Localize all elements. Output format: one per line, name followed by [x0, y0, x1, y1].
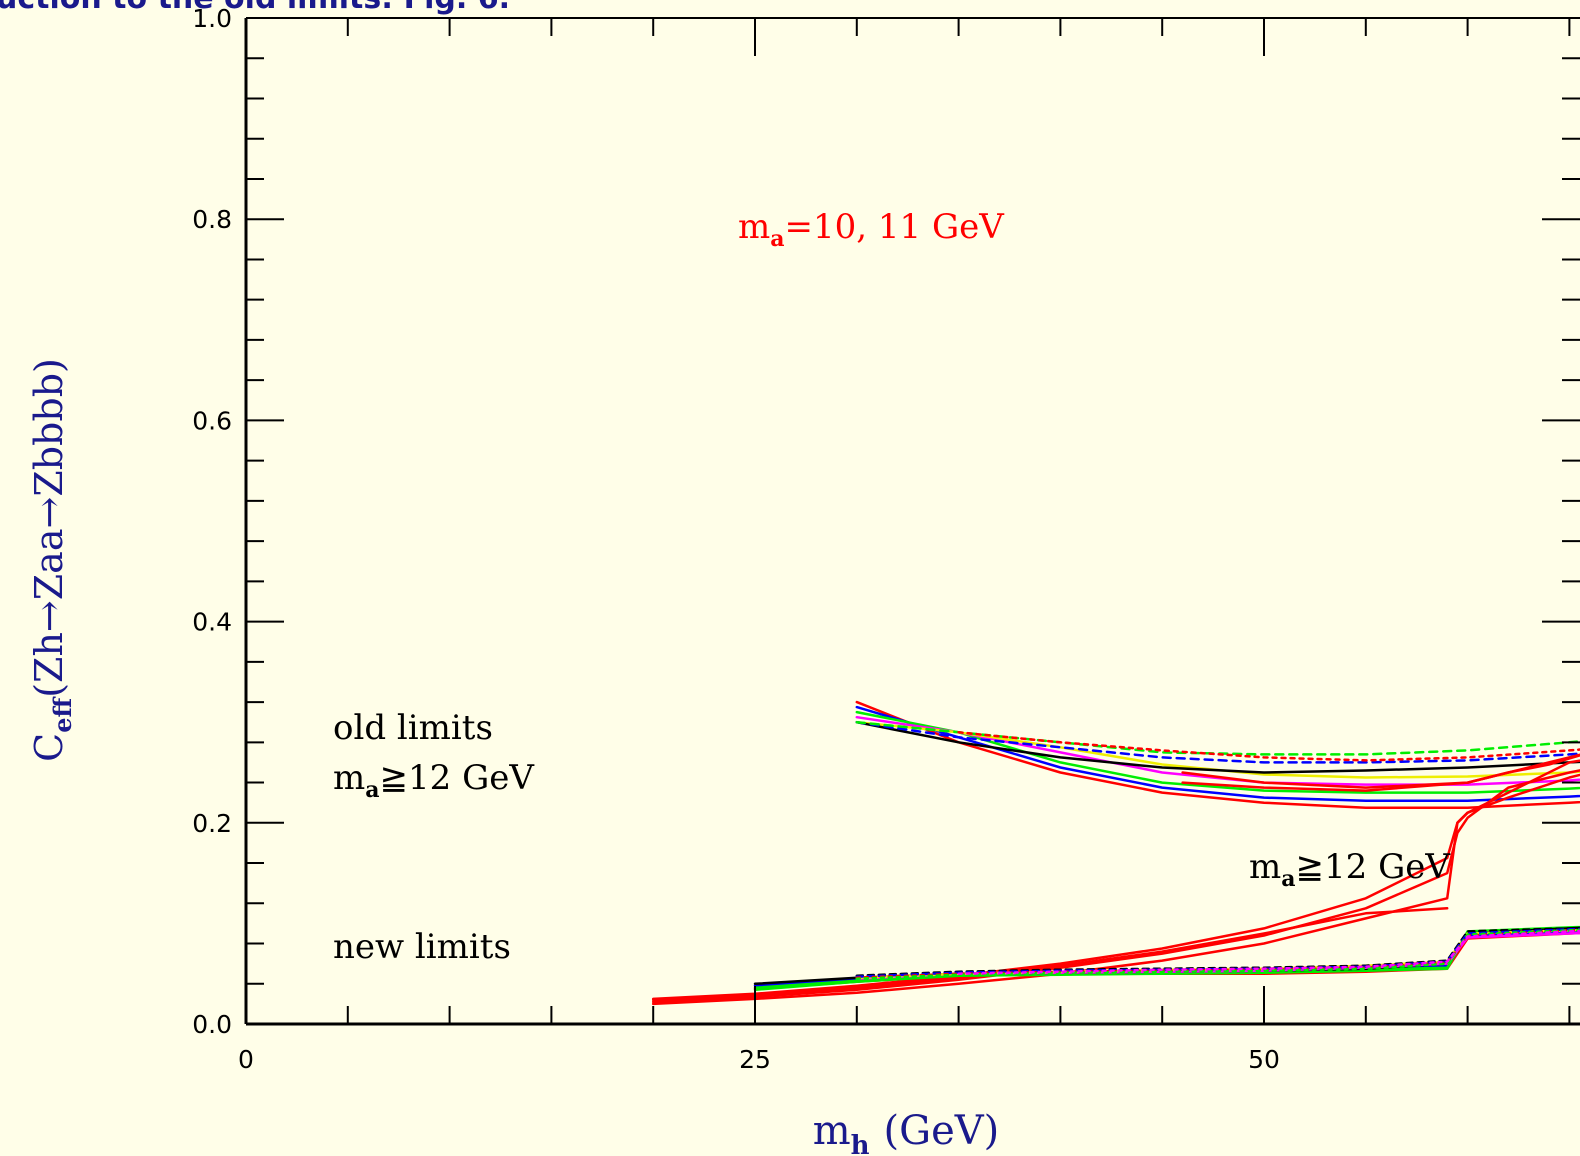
- series-line-13: [651, 773, 1580, 1006]
- series-line-2: [855, 710, 1580, 794]
- series-line-5: [855, 720, 1580, 774]
- series-line-25: [855, 928, 1580, 980]
- series-line-26: [957, 929, 1580, 975]
- series-layer: [651, 700, 1580, 1006]
- series-line-1: [855, 705, 1580, 802]
- series-line-20: [855, 931, 1580, 980]
- y-tick-label: 0.6: [192, 406, 232, 435]
- series-line-6: [855, 720, 1580, 764]
- y-tick-label: 0.4: [192, 608, 232, 637]
- x-tick-label: 50: [1248, 1045, 1280, 1074]
- annotation-old-limits-line2: ma≧12 GeV: [333, 758, 535, 803]
- header-fragment: uction to the old limits: Fig. 6.: [0, 0, 510, 16]
- series-line-21: [855, 928, 1580, 979]
- series-line-0: [855, 700, 1580, 809]
- y-tick-label: 0.2: [192, 809, 232, 838]
- series-line-22: [855, 926, 1580, 977]
- x-tick-label: 25: [739, 1045, 771, 1074]
- y-tick-label: 0.0: [192, 1010, 232, 1039]
- series-line-14: [651, 907, 1449, 1002]
- series-line-7: [855, 720, 1580, 756]
- annotation-new-limits: new limits: [333, 927, 511, 967]
- series-line-4: [855, 720, 1580, 779]
- tick-marks: [245, 17, 1580, 1025]
- x-tick-label: 0: [238, 1045, 254, 1074]
- tick-labels: 02550751001250.00.20.40.60.81.0: [192, 4, 1280, 1074]
- series-line-11: [651, 759, 1580, 1001]
- x-axis-label: mh (GeV): [813, 1108, 1000, 1156]
- y-tick-label: 0.8: [192, 205, 232, 234]
- annotation-red-ma: ma=10, 11 GeV: [738, 207, 1005, 252]
- series-line-12: [651, 769, 1580, 1004]
- series-line-8: [957, 731, 1580, 762]
- series-line-18: [753, 925, 1580, 992]
- series-line-24: [855, 928, 1580, 979]
- series-line-10: [1181, 754, 1580, 792]
- series-line-3: [855, 715, 1580, 786]
- y-tick-label: 1.0: [192, 4, 232, 33]
- series-line-9: [1181, 753, 1580, 789]
- series-line-23: [855, 927, 1580, 978]
- y-axis-label: Ceff(Zh→Zaa→Zbbbb): [27, 358, 77, 762]
- annotation-old-limits-line1: old limits: [333, 708, 493, 748]
- annotation-new-ma: ma≧12 GeV: [1249, 847, 1451, 892]
- axes-frame: [244, 17, 1580, 1026]
- series-line-15: [753, 931, 1580, 991]
